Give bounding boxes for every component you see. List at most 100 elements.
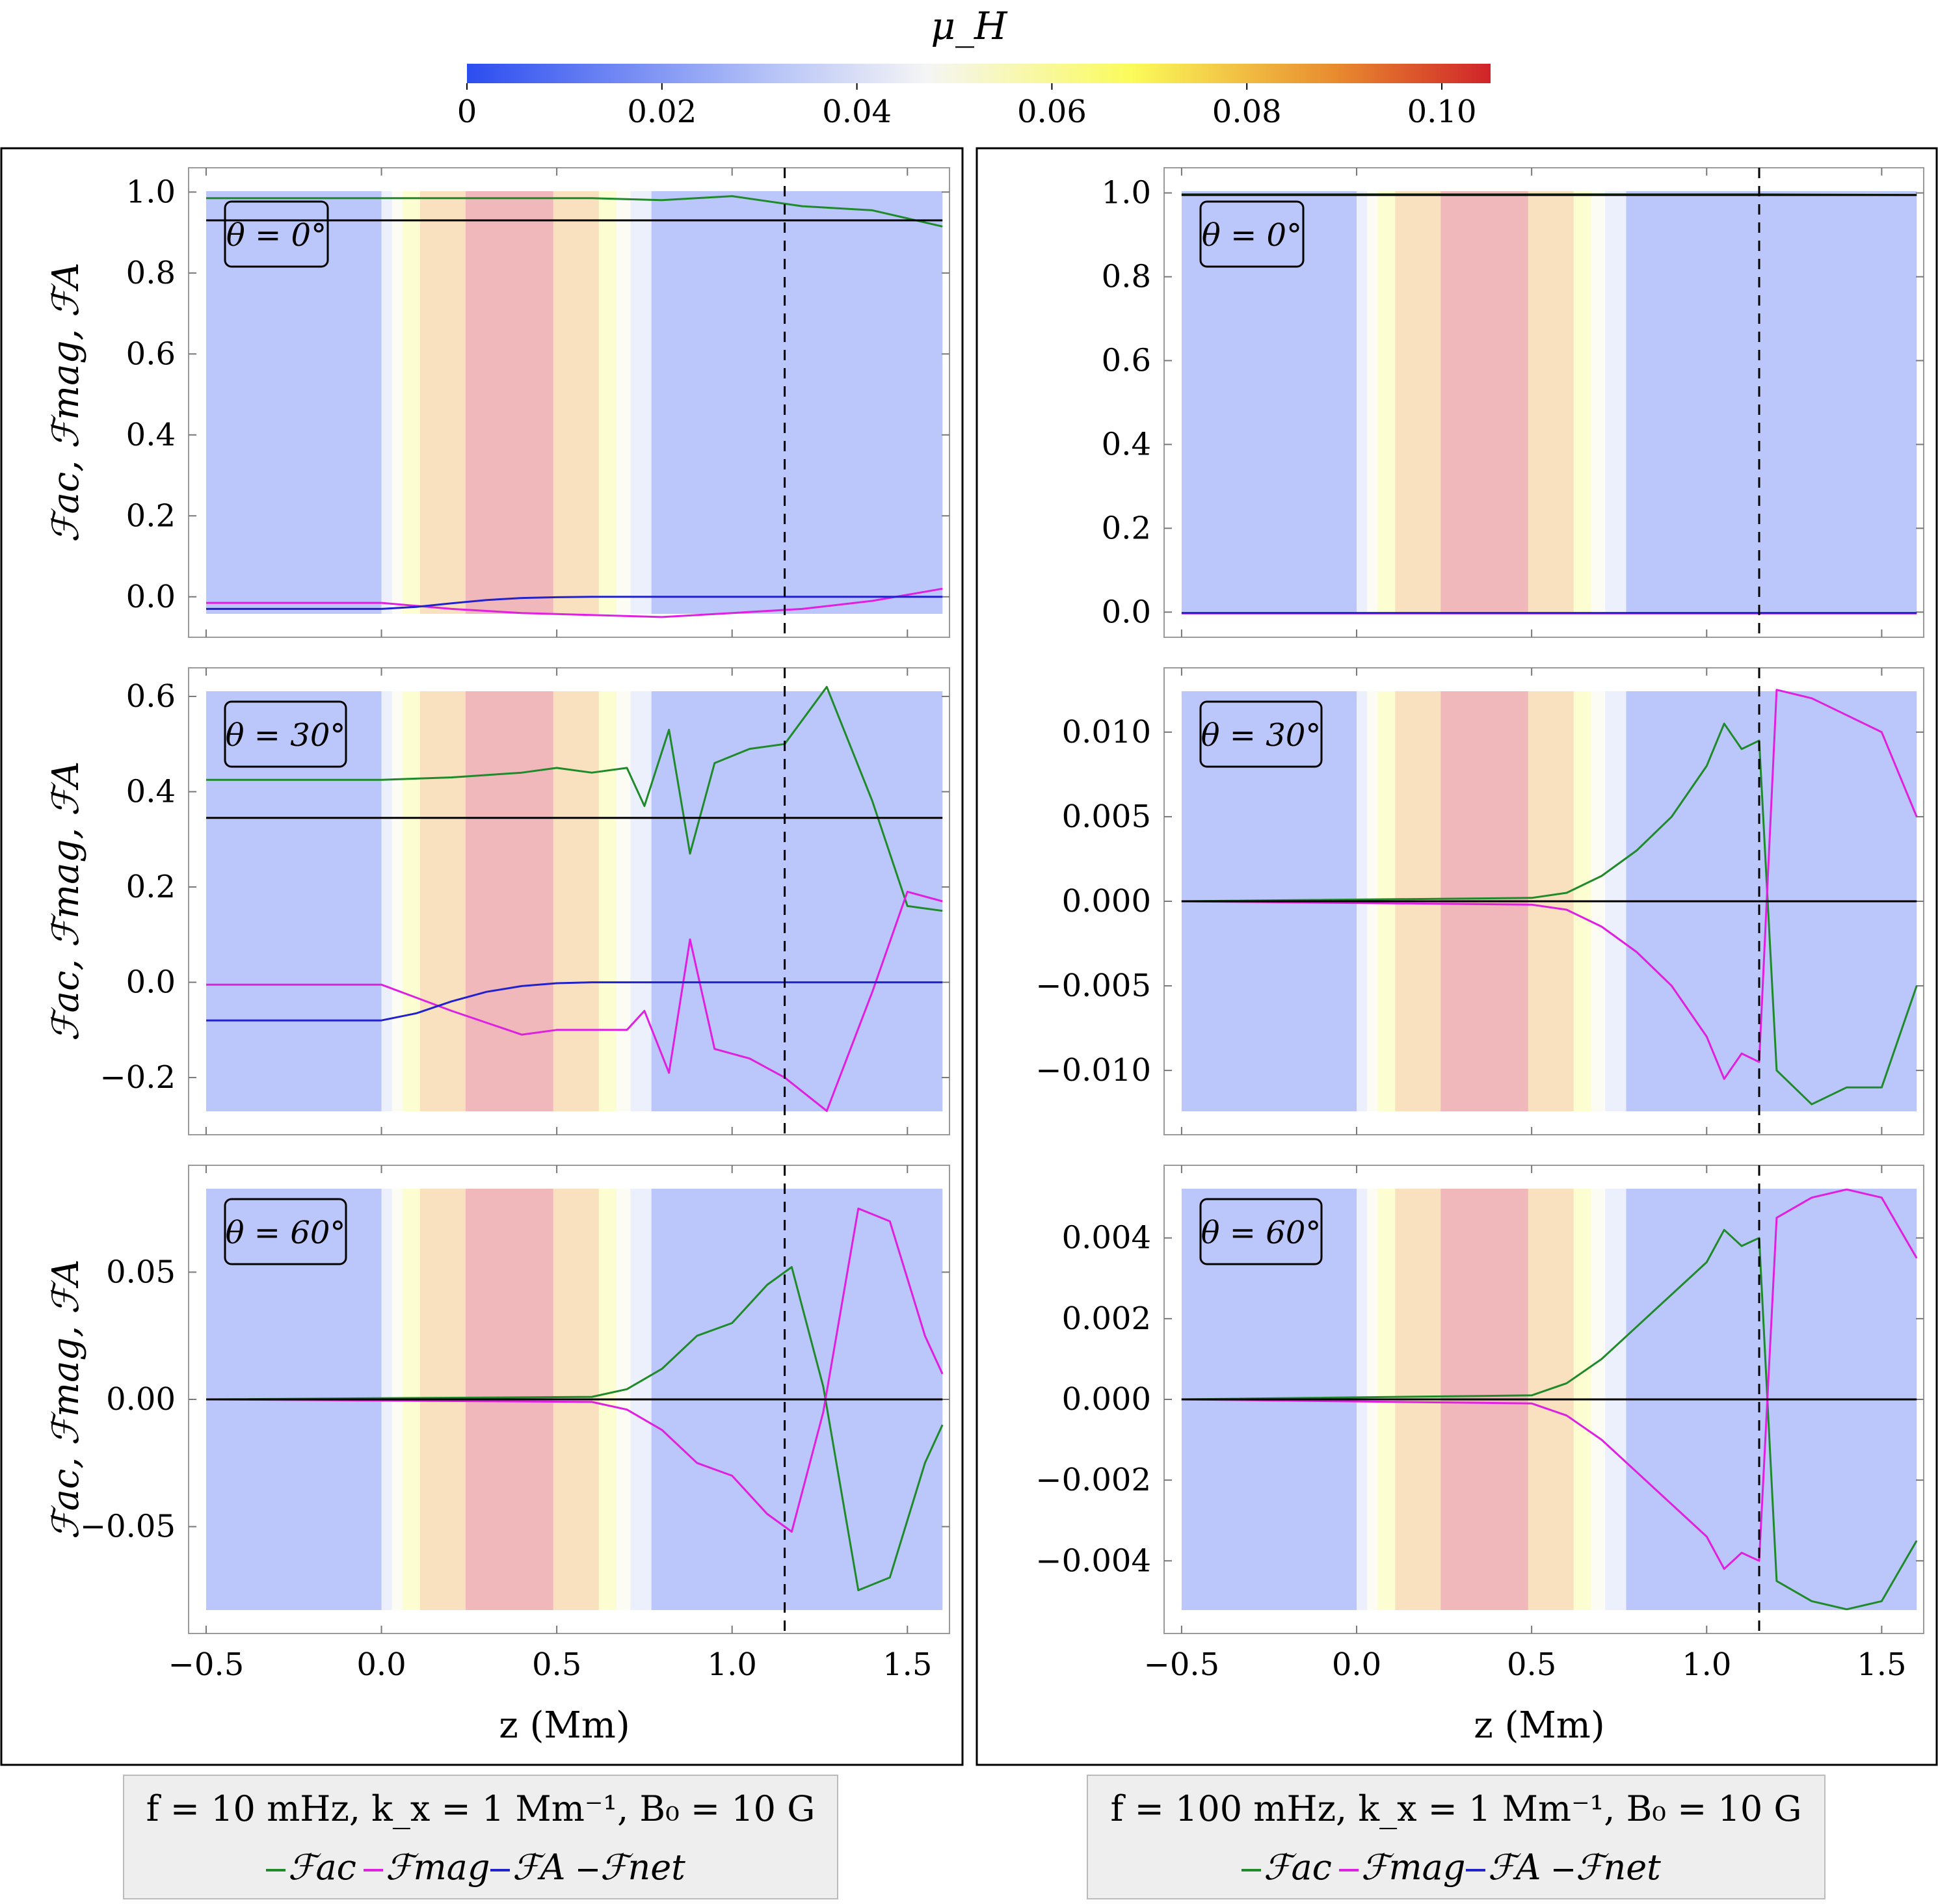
- mu-band: [1626, 191, 1917, 614]
- x-tick-label: 0.5: [532, 1646, 581, 1683]
- panels: 1.0 0.8 0.6 0.4 0.2 0.0 θ = 0° ℱac, ℱmag, ℱA 0.6…: [45, 167, 1924, 1683]
- legend-label-ac: ℱac: [288, 1847, 356, 1888]
- theta-label-box: [1199, 200, 1305, 268]
- theta-label: θ = 0°: [226, 217, 326, 254]
- y-tick-label: 0.8: [126, 255, 176, 291]
- theta-label-box: [1199, 700, 1323, 768]
- theta-label-box: [1199, 1198, 1323, 1265]
- left-legend-box: [123, 1775, 838, 1899]
- y-axis-label: ℱac, ℱmag, ℱA: [45, 761, 87, 1042]
- legend-label-mag: ℱmag: [1361, 1847, 1465, 1888]
- y-tick-label: 0.2: [1102, 510, 1151, 546]
- y-tick-label: 0.6: [126, 336, 176, 372]
- series-line: [1181, 1228, 1918, 1611]
- mu-band: [1181, 191, 1357, 614]
- y-tick-label: 0.004: [1062, 1220, 1151, 1256]
- x-tick-label: 1.5: [883, 1646, 932, 1683]
- mu-band: [381, 191, 392, 614]
- y-tick-label: 0.000: [1062, 883, 1151, 919]
- y-tick-label: 0.8: [1102, 259, 1151, 295]
- legend-label-net: ℱnet: [1576, 1847, 1661, 1888]
- x-tick-label: 1.0: [708, 1646, 757, 1683]
- panel-left-middle: 0.6 0.4 0.2 0.0 −0.2 θ = 30° ℱac, ℱmag, ℱA: [45, 667, 950, 1135]
- mu-band: [1605, 191, 1626, 614]
- legend-label-ac: ℱac: [1264, 1847, 1332, 1888]
- plot-frame: [1163, 167, 1924, 638]
- mu-band: [1573, 191, 1591, 614]
- y-tick-label: 1.0: [1102, 175, 1151, 211]
- y-tick-label: −0.005: [1035, 968, 1151, 1004]
- y-tick-label: −0.05: [80, 1509, 176, 1545]
- panel-left-bottom: 0.05 0.00 −0.05 −0.5 0.0 0.5 1.0 1.5 θ = 60° ℱac,…: [45, 1165, 950, 1683]
- mu-band: [630, 191, 652, 614]
- mu-band: [1591, 191, 1606, 614]
- series-line: [1181, 1188, 1918, 1570]
- colorbar-tick-label: 0.10: [1407, 94, 1477, 130]
- mu-band: [206, 191, 382, 614]
- y-tick-label: 0.010: [1062, 714, 1151, 750]
- y-tick-label: 0.05: [106, 1254, 176, 1290]
- legend-label-A: ℱA: [512, 1847, 565, 1888]
- y-tick-label: −0.010: [1035, 1052, 1151, 1089]
- series-line: [206, 1266, 944, 1591]
- y-tick-label: 0.4: [126, 417, 176, 453]
- left-legend: f = 10 mHz, k_x = 1 Mm⁻¹, B₀ = 10 G ℱac …: [123, 1775, 838, 1899]
- y-tick-label: 0.002: [1062, 1301, 1151, 1337]
- panel-left-top: 1.0 0.8 0.6 0.4 0.2 0.0 θ = 0° ℱac, ℱmag, ℱA: [45, 167, 950, 638]
- legend-label-mag: ℱmag: [386, 1847, 490, 1888]
- panel-right-middle: 0.010 0.005 0.000 −0.005 −0.010 θ = 30°: [1035, 667, 1924, 1135]
- theta-label-box: [224, 1198, 347, 1265]
- x-tick-label: 1.5: [1857, 1646, 1906, 1683]
- y-tick-label: 0.0: [126, 964, 176, 1001]
- mu-band: [1440, 191, 1528, 614]
- y-tick-label: 0.4: [126, 773, 176, 810]
- colorbar-tick-label: 0.06: [1017, 94, 1087, 130]
- theta-label-box: [224, 700, 347, 768]
- x-tick-label: 1.0: [1682, 1646, 1731, 1683]
- series-line: [206, 1208, 944, 1533]
- right-legend: f = 100 mHz, k_x = 1 Mm⁻¹, B₀ = 10 G ℱac…: [1087, 1775, 1825, 1899]
- x-tick-label: −0.5: [168, 1646, 245, 1683]
- y-tick-label: 0.000: [1062, 1381, 1151, 1418]
- y-tick-label: −0.004: [1035, 1542, 1151, 1579]
- mu-band: [419, 191, 466, 614]
- colorbar-tick-label: 0.02: [627, 94, 697, 130]
- y-axis-label: ℱac, ℱmag, ℱA: [45, 263, 87, 543]
- mu-band: [553, 691, 599, 1111]
- y-tick-label: 0.005: [1062, 799, 1151, 835]
- theta-label: θ = 30°: [1201, 717, 1321, 754]
- series-line: [1181, 722, 1918, 1105]
- right-legend-title: f = 100 mHz, k_x = 1 Mm⁻¹, B₀ = 10 G: [1110, 1788, 1801, 1829]
- series-line: [206, 587, 943, 618]
- colorbar-tick-label: 0.04: [822, 94, 892, 130]
- mu-band: [381, 691, 392, 1111]
- theta-label: θ = 0°: [1202, 217, 1302, 254]
- y-tick-label: 1.0: [126, 174, 176, 210]
- right-xlabel: z (Mm): [1474, 1704, 1604, 1747]
- right-legend-box: [1087, 1775, 1825, 1899]
- x-tick-label: 0.0: [356, 1646, 406, 1683]
- colorbar-tick-label: 0: [457, 94, 477, 130]
- y-tick-label: 0.4: [1102, 426, 1151, 462]
- colorbar: μ_H 0 0.02 0.04 0.06 0.08 0.10: [457, 4, 1491, 130]
- mu-band: [651, 191, 943, 614]
- mu-band: [598, 691, 617, 1111]
- y-tick-label: 0.6: [1102, 343, 1151, 379]
- mu-band: [1528, 191, 1574, 614]
- mu-band: [616, 191, 631, 614]
- mu-band: [206, 691, 382, 1111]
- series-line: [206, 195, 943, 228]
- colorbar-title: μ_H: [931, 4, 1008, 48]
- x-tick-label: 0.0: [1332, 1646, 1381, 1683]
- right-legend-items: ℱac ℱmag ℱA ℱnet: [1241, 1847, 1661, 1888]
- mu-band: [392, 191, 403, 614]
- y-tick-label: 0.0: [1102, 594, 1151, 630]
- y-tick-label: 0.6: [126, 678, 176, 715]
- mu-band: [553, 191, 599, 614]
- mu-band: [651, 691, 943, 1111]
- left-legend-title: f = 10 mHz, k_x = 1 Mm⁻¹, B₀ = 10 G: [146, 1788, 816, 1829]
- theta-label-box: [224, 200, 329, 268]
- left-xlabel: z (Mm): [499, 1704, 630, 1747]
- series-line: [206, 685, 943, 912]
